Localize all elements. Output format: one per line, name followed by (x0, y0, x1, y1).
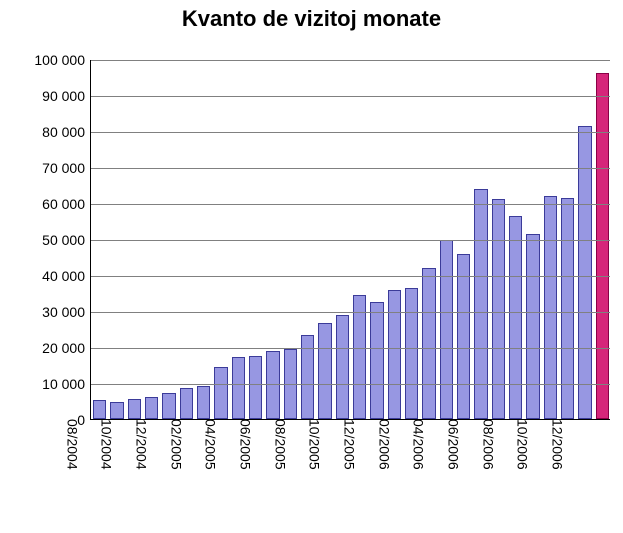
bar (318, 323, 332, 419)
bar (544, 196, 558, 419)
gridline (91, 240, 610, 241)
bar (145, 397, 159, 419)
gridline (91, 276, 610, 277)
x-tick-label: 12/2006 (550, 419, 570, 470)
gridline (91, 132, 610, 133)
x-tick-label: 12/2005 (342, 419, 362, 470)
bar (578, 126, 592, 419)
bar (370, 302, 384, 419)
bar (336, 315, 350, 419)
bar (128, 399, 142, 419)
y-tick-label: 90 000 (42, 88, 91, 104)
bar (110, 402, 124, 419)
bar (249, 356, 263, 419)
y-tick-label: 40 000 (42, 268, 91, 284)
y-tick-label: 20 000 (42, 340, 91, 356)
x-tick-label: 02/2006 (376, 419, 396, 470)
x-tick-label: 04/2006 (411, 419, 431, 470)
gridline (91, 204, 610, 205)
gridline (91, 348, 610, 349)
bar (526, 234, 540, 419)
x-tick-label: 08/2005 (272, 419, 292, 470)
bar (405, 288, 419, 419)
bar (232, 357, 246, 419)
x-tick-label: 02/2005 (168, 419, 188, 470)
bar (197, 386, 211, 419)
bar (353, 295, 367, 419)
x-tick-label: 10/2006 (515, 419, 535, 470)
gridline (91, 384, 610, 385)
y-tick-label: 100 000 (34, 52, 91, 68)
chart-container: Kvanto de vizitoj monate 010 00020 00030… (0, 0, 623, 533)
gridline (91, 96, 610, 97)
gridline (91, 312, 610, 313)
bar (561, 198, 575, 419)
y-tick-label: 30 000 (42, 304, 91, 320)
bar (440, 240, 454, 419)
chart-title: Kvanto de vizitoj monate (0, 6, 623, 32)
x-tick-label: 06/2006 (446, 419, 466, 470)
bar (457, 254, 471, 419)
gridline (91, 60, 610, 61)
y-tick-label: 80 000 (42, 124, 91, 140)
x-tick-label: 08/2004 (64, 419, 84, 470)
x-tick-label: 06/2005 (238, 419, 258, 470)
y-tick-label: 70 000 (42, 160, 91, 176)
y-tick-label: 60 000 (42, 196, 91, 212)
plot-area: 010 00020 00030 00040 00050 00060 00070 … (90, 60, 610, 420)
bar (492, 199, 506, 419)
y-tick-label: 50 000 (42, 232, 91, 248)
x-tick-label: 10/2004 (99, 419, 119, 470)
bar (214, 367, 228, 419)
gridline (91, 168, 610, 169)
bar (162, 393, 176, 419)
y-tick-label: 10 000 (42, 376, 91, 392)
x-tick-label: 08/2006 (480, 419, 500, 470)
bar (93, 400, 107, 419)
bar (422, 268, 436, 419)
x-tick-label: 04/2005 (203, 419, 223, 470)
bar (266, 351, 280, 419)
x-tick-label: 10/2005 (307, 419, 327, 470)
bar (509, 216, 523, 419)
x-tick-label: 12/2004 (134, 419, 154, 470)
bar (180, 388, 194, 419)
bar (388, 290, 402, 419)
bar-highlight (596, 73, 610, 419)
